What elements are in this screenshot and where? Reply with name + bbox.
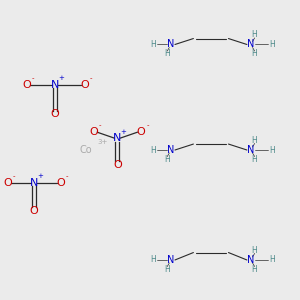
Text: N: N bbox=[30, 178, 38, 188]
Text: N: N bbox=[113, 133, 122, 143]
Text: -: - bbox=[99, 123, 101, 129]
Text: +: + bbox=[58, 75, 64, 81]
Text: N: N bbox=[248, 40, 255, 50]
Text: H: H bbox=[252, 155, 257, 164]
Text: N: N bbox=[51, 80, 59, 90]
Text: Co: Co bbox=[80, 145, 92, 155]
Text: H: H bbox=[164, 155, 170, 164]
Text: H: H bbox=[150, 40, 156, 49]
Text: N: N bbox=[167, 255, 175, 265]
Text: O: O bbox=[89, 127, 98, 137]
Text: O: O bbox=[3, 178, 12, 188]
Text: N: N bbox=[167, 40, 175, 50]
Text: O: O bbox=[50, 109, 59, 119]
Text: N: N bbox=[248, 145, 255, 155]
Text: O: O bbox=[80, 80, 89, 90]
Text: -: - bbox=[32, 75, 34, 81]
Text: H: H bbox=[269, 146, 275, 154]
Text: -: - bbox=[13, 173, 15, 179]
Text: -: - bbox=[146, 123, 149, 129]
Text: -: - bbox=[90, 75, 92, 81]
Text: N: N bbox=[167, 145, 175, 155]
Text: O: O bbox=[137, 127, 146, 137]
Text: O: O bbox=[22, 80, 31, 90]
Text: +: + bbox=[37, 173, 43, 179]
Text: 3+: 3+ bbox=[97, 139, 108, 145]
Text: H: H bbox=[252, 136, 257, 145]
Text: H: H bbox=[150, 256, 156, 265]
Text: N: N bbox=[248, 255, 255, 265]
Text: H: H bbox=[164, 50, 170, 58]
Text: H: H bbox=[252, 265, 257, 274]
Text: H: H bbox=[252, 246, 257, 255]
Text: O: O bbox=[113, 160, 122, 170]
Text: H: H bbox=[150, 146, 156, 154]
Text: H: H bbox=[269, 40, 275, 49]
Text: O: O bbox=[30, 206, 38, 216]
Text: H: H bbox=[164, 265, 170, 274]
Text: +: + bbox=[120, 129, 126, 135]
Text: H: H bbox=[252, 50, 257, 58]
Text: H: H bbox=[269, 256, 275, 265]
Text: H: H bbox=[252, 31, 257, 40]
Text: -: - bbox=[66, 173, 69, 179]
Text: O: O bbox=[56, 178, 65, 188]
